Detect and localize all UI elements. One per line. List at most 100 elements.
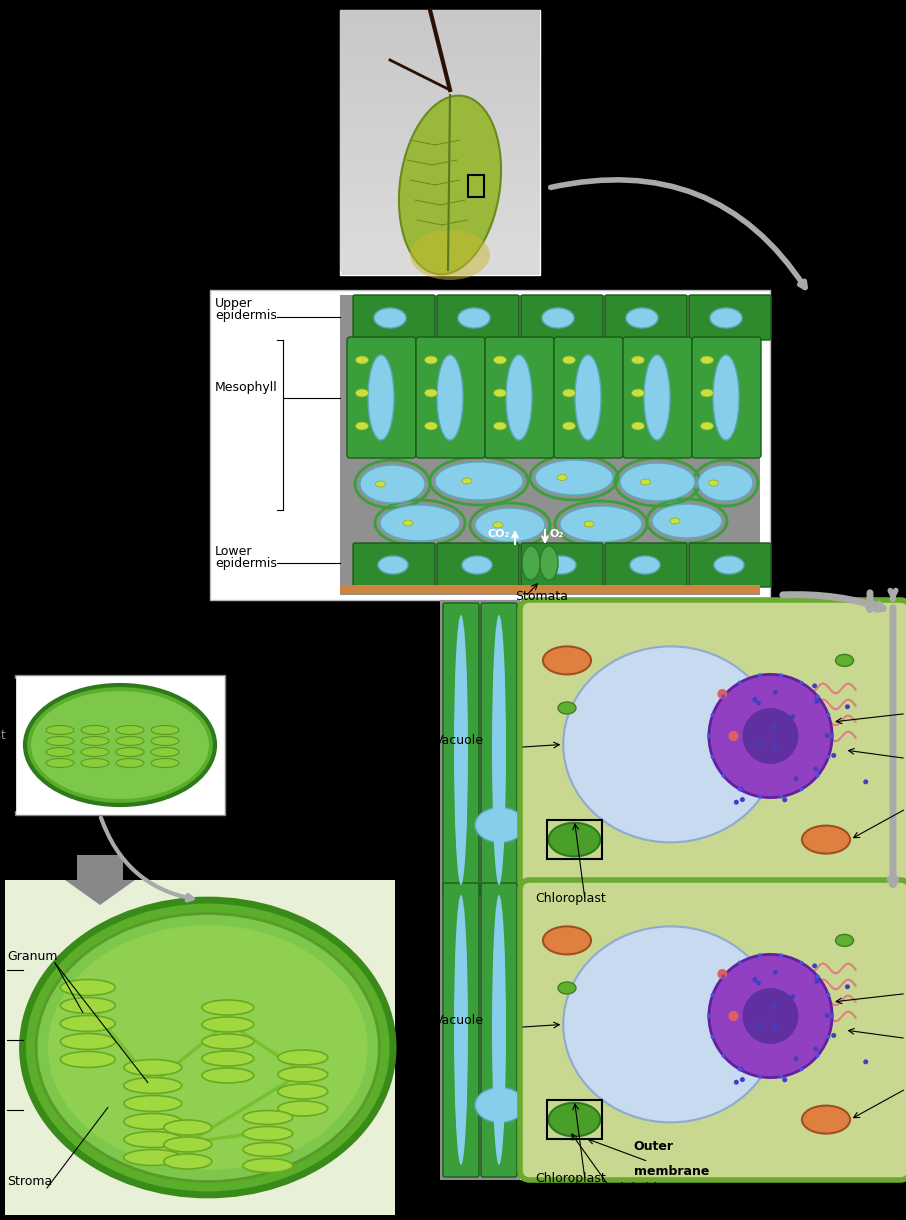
- Ellipse shape: [124, 1077, 182, 1093]
- Circle shape: [831, 753, 836, 758]
- Ellipse shape: [151, 759, 179, 767]
- Circle shape: [779, 1075, 783, 1078]
- Ellipse shape: [626, 307, 658, 328]
- Ellipse shape: [435, 462, 523, 500]
- Circle shape: [707, 734, 711, 738]
- Circle shape: [756, 981, 761, 986]
- Ellipse shape: [425, 389, 438, 396]
- Ellipse shape: [522, 547, 540, 580]
- Circle shape: [771, 1004, 776, 1009]
- Circle shape: [863, 780, 868, 784]
- Text: Chloroplast: Chloroplast: [0, 730, 5, 742]
- Circle shape: [830, 734, 834, 738]
- Circle shape: [782, 1077, 787, 1082]
- Ellipse shape: [243, 1142, 293, 1157]
- Circle shape: [721, 694, 726, 698]
- Ellipse shape: [564, 926, 778, 1122]
- Ellipse shape: [124, 1149, 182, 1165]
- Ellipse shape: [355, 422, 369, 429]
- Bar: [340, 231, 540, 245]
- Ellipse shape: [835, 935, 853, 947]
- Ellipse shape: [46, 748, 74, 756]
- Ellipse shape: [835, 654, 853, 666]
- Circle shape: [721, 773, 726, 777]
- Ellipse shape: [202, 1017, 254, 1032]
- Ellipse shape: [116, 748, 144, 756]
- Circle shape: [826, 755, 831, 759]
- FancyBboxPatch shape: [347, 337, 416, 458]
- FancyBboxPatch shape: [481, 883, 517, 1177]
- Ellipse shape: [116, 726, 144, 734]
- Ellipse shape: [644, 355, 670, 440]
- Ellipse shape: [360, 465, 425, 503]
- Circle shape: [773, 689, 777, 695]
- Ellipse shape: [652, 504, 722, 538]
- Ellipse shape: [151, 726, 179, 734]
- Ellipse shape: [374, 307, 406, 328]
- Bar: [340, 49, 540, 63]
- Ellipse shape: [563, 422, 575, 429]
- Ellipse shape: [81, 759, 109, 767]
- Ellipse shape: [164, 1137, 212, 1152]
- FancyBboxPatch shape: [485, 337, 554, 458]
- Ellipse shape: [558, 982, 576, 994]
- Bar: [340, 101, 540, 115]
- Ellipse shape: [462, 478, 472, 484]
- FancyBboxPatch shape: [481, 603, 517, 897]
- Circle shape: [790, 994, 795, 999]
- Ellipse shape: [631, 422, 644, 429]
- Ellipse shape: [151, 748, 179, 756]
- Circle shape: [756, 700, 761, 705]
- Circle shape: [728, 731, 738, 741]
- Circle shape: [721, 1054, 726, 1058]
- Ellipse shape: [494, 389, 506, 396]
- FancyBboxPatch shape: [416, 337, 485, 458]
- Ellipse shape: [564, 647, 778, 842]
- Bar: [440, 880, 520, 1180]
- Text: Vacuole: Vacuole: [435, 734, 484, 748]
- Circle shape: [710, 755, 715, 759]
- Ellipse shape: [124, 1131, 182, 1148]
- Ellipse shape: [425, 356, 438, 364]
- Ellipse shape: [124, 1096, 182, 1111]
- Circle shape: [737, 960, 742, 965]
- Circle shape: [790, 714, 795, 720]
- Circle shape: [814, 978, 819, 985]
- Ellipse shape: [116, 737, 144, 745]
- Ellipse shape: [46, 726, 74, 734]
- Bar: [468, 174, 484, 196]
- Circle shape: [845, 985, 850, 989]
- Circle shape: [814, 1047, 818, 1052]
- Circle shape: [863, 1059, 868, 1064]
- Circle shape: [718, 969, 728, 978]
- Bar: [440, 600, 520, 900]
- Circle shape: [737, 1068, 742, 1071]
- Circle shape: [728, 1011, 738, 1021]
- FancyBboxPatch shape: [353, 543, 435, 587]
- Circle shape: [824, 1013, 830, 1017]
- Circle shape: [815, 773, 820, 777]
- Ellipse shape: [124, 1059, 182, 1076]
- Text: Chloroplast: Chloroplast: [535, 1172, 606, 1185]
- Ellipse shape: [563, 389, 575, 396]
- Ellipse shape: [475, 1087, 525, 1122]
- Circle shape: [734, 799, 738, 805]
- FancyBboxPatch shape: [605, 295, 687, 340]
- Circle shape: [779, 794, 783, 799]
- Ellipse shape: [46, 759, 74, 767]
- Ellipse shape: [36, 914, 380, 1181]
- Ellipse shape: [506, 355, 532, 440]
- Circle shape: [812, 683, 817, 688]
- Circle shape: [740, 1077, 745, 1082]
- Bar: [340, 166, 540, 181]
- Ellipse shape: [494, 356, 506, 364]
- Bar: [340, 192, 540, 206]
- Text: membrane: membrane: [633, 1165, 709, 1179]
- Ellipse shape: [540, 547, 558, 580]
- Circle shape: [799, 681, 804, 684]
- Ellipse shape: [548, 822, 601, 856]
- Ellipse shape: [375, 481, 385, 487]
- Circle shape: [739, 787, 744, 792]
- FancyBboxPatch shape: [521, 295, 603, 340]
- Circle shape: [773, 1024, 777, 1028]
